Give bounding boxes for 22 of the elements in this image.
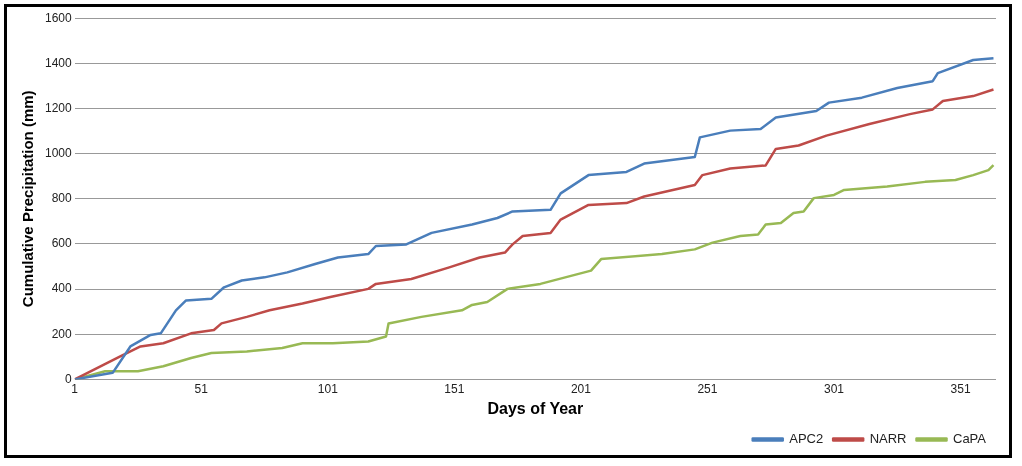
- y-tick-label: 800: [51, 191, 73, 206]
- y-tick-label: 400: [51, 281, 73, 296]
- x-tick-label: 251: [697, 381, 718, 396]
- x-tick-label: 51: [194, 381, 209, 396]
- x-tick-label: 1: [71, 381, 79, 396]
- legend-label: CaPA: [953, 431, 987, 447]
- y-tick-label: 1400: [44, 55, 73, 70]
- y-tick-label: 200: [51, 326, 73, 341]
- y-tick-label: 0: [65, 371, 73, 386]
- y-tick-label: 1600: [44, 10, 73, 25]
- legend-label: APC2: [789, 431, 824, 447]
- legend-label: NARR: [869, 431, 907, 447]
- y-tick-label: 1000: [44, 145, 73, 160]
- x-axis-title: Days of Year: [487, 399, 584, 417]
- y-tick-label: 1200: [44, 100, 73, 115]
- y-tick-label: 600: [51, 236, 73, 251]
- x-tick-label: 101: [317, 381, 339, 396]
- x-tick-label: 301: [824, 381, 845, 396]
- y-axis-title: Cumulative Precipitation (mm): [19, 90, 37, 308]
- x-tick-label: 151: [444, 381, 465, 396]
- x-tick-label: 201: [570, 381, 592, 396]
- x-tick-label: 351: [950, 381, 971, 396]
